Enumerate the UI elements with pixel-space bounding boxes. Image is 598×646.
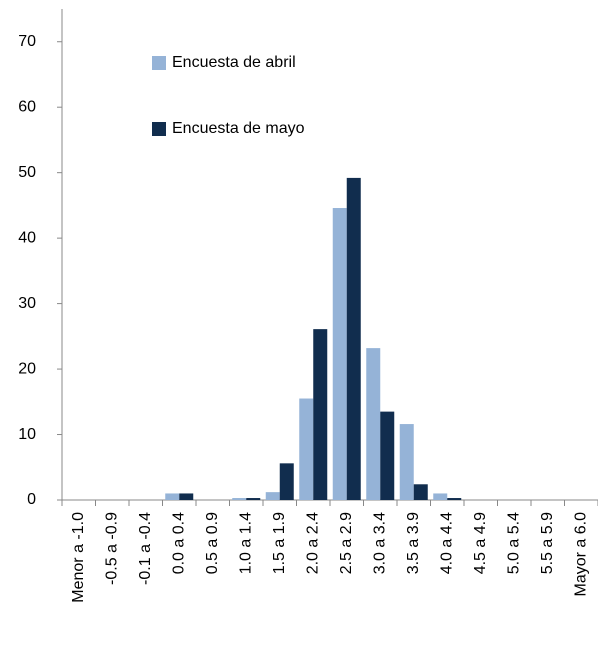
x-tick-label: 0.5 a 0.9	[204, 512, 221, 574]
x-tick-label: 2.5 a 2.9	[338, 512, 355, 574]
y-tick-label: 40	[18, 229, 36, 246]
x-tick-label: 2.0 a 2.4	[304, 512, 321, 574]
bar	[346, 177, 361, 501]
bar	[265, 492, 280, 500]
y-tick-label: 10	[18, 426, 36, 443]
x-tick-label: 3.0 a 3.4	[371, 512, 388, 574]
x-tick-label: 3.5 a 3.9	[405, 512, 422, 574]
x-tick-label: 4.0 a 4.4	[438, 512, 455, 574]
y-tick-label: 60	[18, 98, 36, 115]
bar	[165, 493, 180, 500]
bar	[332, 208, 347, 500]
bar	[399, 424, 414, 500]
y-tick-label: 30	[18, 295, 36, 312]
x-tick-label: 0.0 a 0.4	[170, 512, 187, 574]
bar	[313, 329, 328, 500]
bar	[380, 411, 395, 500]
x-tick-label: 4.5 a 4.9	[472, 512, 489, 574]
legend-label: Encuesta de abril	[172, 54, 296, 71]
bar	[299, 398, 314, 500]
x-tick-label: Mayor a 6.0	[572, 512, 589, 597]
legend-swatch	[152, 122, 166, 136]
legend-swatch	[152, 56, 166, 70]
x-tick-label: 5.5 a 5.9	[539, 512, 556, 574]
bar	[413, 484, 428, 500]
y-tick-label: 20	[18, 360, 36, 377]
bar	[447, 498, 462, 500]
y-tick-label: 50	[18, 164, 36, 181]
bar	[232, 498, 247, 500]
y-tick-label: 0	[27, 491, 36, 508]
x-tick-label: -0.1 a -0.4	[137, 512, 154, 585]
bar	[366, 348, 381, 500]
x-tick-label: -0.5 a -0.9	[103, 512, 120, 585]
y-tick-label: 70	[18, 33, 36, 50]
x-tick-label: 5.0 a 5.4	[505, 512, 522, 574]
x-tick-label: 1.5 a 1.9	[271, 512, 288, 574]
x-tick-label: 1.0 a 1.4	[237, 512, 254, 574]
x-tick-label: Menor a -1.0	[70, 512, 87, 603]
bar	[179, 493, 194, 500]
bar	[246, 498, 261, 500]
bar	[433, 493, 448, 500]
bar	[279, 463, 294, 500]
legend-label: Encuesta de mayo	[172, 120, 305, 137]
